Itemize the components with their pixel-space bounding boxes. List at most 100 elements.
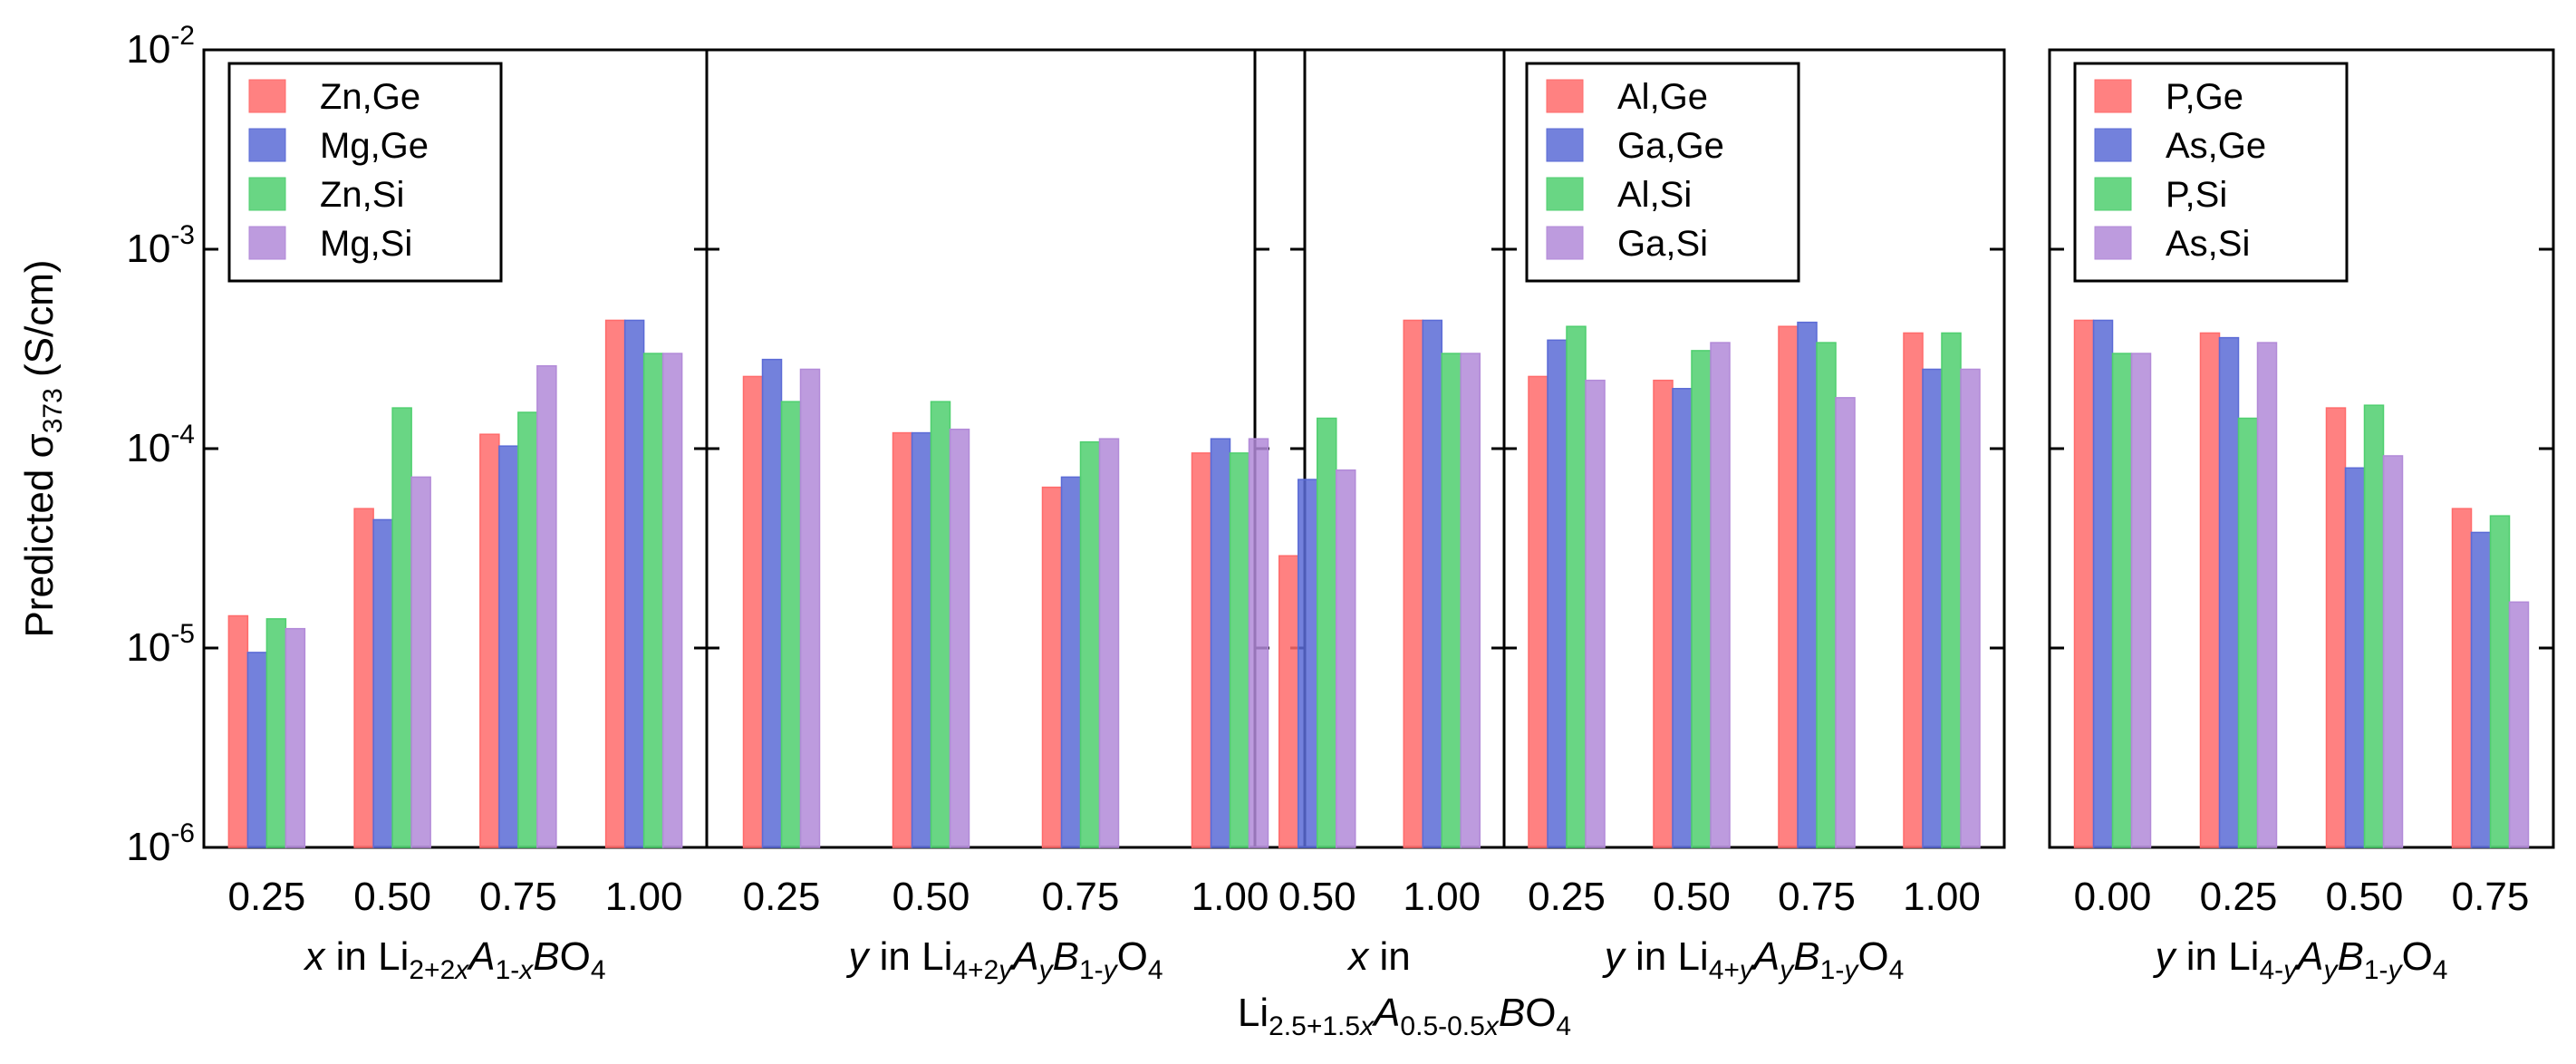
- y-axis-title: Predicted σ373 (S/cm): [17, 259, 68, 637]
- bar-mg-ge: [246, 652, 268, 848]
- legend-swatch: [1546, 177, 1584, 211]
- bar-mg-si: [285, 627, 306, 848]
- legend-swatch: [2094, 79, 2132, 113]
- bar-al-ge: [1403, 319, 1423, 848]
- y-tick-label: 10-3: [126, 220, 195, 271]
- legend-label: Mg,Ge: [320, 126, 429, 166]
- legend-swatch: [248, 79, 286, 113]
- bar-zn-si: [391, 407, 412, 848]
- x-axis-title: y in Li4+2yAyB1-yO4: [845, 934, 1163, 985]
- bar-as-si: [2256, 342, 2278, 848]
- bar-zn-si: [642, 353, 664, 848]
- bar-al-ge: [1903, 332, 1924, 848]
- x-tick-label: 0.50: [2326, 875, 2404, 919]
- bar-as-si: [2508, 601, 2530, 848]
- bar-as-si: [2382, 455, 2404, 848]
- bar-zn-ge: [1041, 486, 1063, 848]
- bar-as-ge: [2092, 319, 2114, 848]
- x-axis-title: y in Li4-yAyB1-yO4: [2153, 934, 2448, 985]
- x-tick-label: 1.00: [1192, 875, 1269, 919]
- bar-mg-ge: [761, 358, 783, 848]
- legend-swatch: [248, 128, 286, 162]
- bar-as-ge: [2470, 531, 2492, 848]
- bar-zn-si: [1229, 452, 1250, 848]
- bar-mg-si: [799, 368, 821, 848]
- x-tick-label: 1.00: [1903, 875, 1981, 919]
- bar-al-si: [1691, 350, 1712, 848]
- bar-al-si: [1441, 353, 1462, 848]
- legend-label: Zn,Si: [320, 175, 404, 215]
- bar-al-si: [1566, 325, 1587, 848]
- bar-al-si: [1816, 342, 1837, 848]
- bar-mg-ge: [1210, 438, 1231, 848]
- bar-as-ge: [2218, 336, 2240, 848]
- bar-al-ge: [1528, 375, 1548, 848]
- bar-ga-si: [1960, 368, 1981, 848]
- bar-p-ge: [2325, 407, 2347, 848]
- bar-ga-ge: [1298, 479, 1318, 848]
- x-tick-label: 0.75: [2452, 875, 2530, 919]
- legend-label: Al,Ge: [1617, 77, 1708, 117]
- x-tick-label: 0.75: [479, 875, 557, 919]
- bar-al-ge: [1653, 379, 1674, 848]
- bar-zn-si: [1079, 440, 1101, 848]
- bar-mg-si: [536, 364, 557, 848]
- bar-mg-ge: [372, 518, 393, 848]
- x-tick-label: 1.00: [605, 875, 683, 919]
- bar-zn-ge: [353, 508, 374, 848]
- x-tick-label: 0.50: [353, 875, 431, 919]
- bar-mg-si: [410, 476, 431, 848]
- bar-mg-si: [1098, 438, 1120, 848]
- bar-mg-ge: [498, 445, 519, 848]
- y-tick-label: 10-6: [126, 818, 195, 869]
- bar-p-ge: [2451, 508, 2473, 848]
- bar-p-si: [2363, 404, 2385, 848]
- bar-zn-ge: [227, 614, 249, 848]
- bar-zn-ge: [892, 431, 913, 848]
- bar-al-si: [1317, 417, 1337, 848]
- bar-ga-ge: [1547, 339, 1568, 848]
- legend-swatch: [2094, 226, 2132, 260]
- legend-swatch: [1546, 79, 1584, 113]
- legend-swatch: [2094, 128, 2132, 162]
- x-axis-title-line2: Li2.5+1.5xA0.5-0.5xBO4: [1238, 991, 1571, 1041]
- bar-ga-ge: [1922, 368, 1943, 848]
- bar-as-si: [2130, 353, 2152, 848]
- legend-label: Al,Si: [1617, 175, 1692, 215]
- x-tick-label: 0.25: [228, 875, 306, 919]
- x-axis-title: x in Li2+2xA1-xBO4: [303, 934, 605, 985]
- bar-al-ge: [1278, 555, 1299, 848]
- legend-label: P,Ge: [2166, 77, 2243, 117]
- bar-zn-ge: [742, 375, 764, 848]
- bar-ga-si: [1710, 342, 1731, 848]
- bar-zn-si: [265, 618, 287, 848]
- bar-ga-si: [1835, 397, 1856, 848]
- bar-zn-ge: [604, 319, 626, 848]
- bar-mg-ge: [911, 431, 932, 848]
- bar-mg-ge: [1060, 476, 1082, 848]
- legend-swatch: [1546, 226, 1584, 260]
- bar-p-si: [2489, 515, 2511, 848]
- legend-label: Zn,Ge: [320, 77, 420, 117]
- y-tick-label: 10-5: [126, 619, 195, 670]
- bar-as-ge: [2344, 467, 2366, 848]
- x-tick-label: 0.25: [1528, 875, 1606, 919]
- bar-zn-ge: [1191, 452, 1212, 848]
- x-tick-label: 0.75: [1778, 875, 1856, 919]
- legend-swatch: [2094, 177, 2132, 211]
- legend-label: P,Si: [2166, 175, 2227, 215]
- bar-ga-si: [1585, 379, 1606, 848]
- legend-label: Ga,Si: [1617, 224, 1708, 264]
- bar-mg-si: [661, 353, 683, 848]
- x-tick-label: 0.50: [892, 875, 970, 919]
- bar-zn-si: [930, 401, 951, 848]
- bar-zn-ge: [479, 433, 500, 848]
- x-tick-label: 0.50: [1278, 875, 1356, 919]
- y-tick-label: 10-4: [126, 420, 195, 470]
- x-tick-label: 0.75: [1042, 875, 1120, 919]
- legend-label: Ga,Ge: [1617, 126, 1724, 166]
- legend-label: As,Ge: [2166, 126, 2266, 166]
- x-tick-label: 0.50: [1653, 875, 1731, 919]
- bar-ga-ge: [1422, 319, 1442, 848]
